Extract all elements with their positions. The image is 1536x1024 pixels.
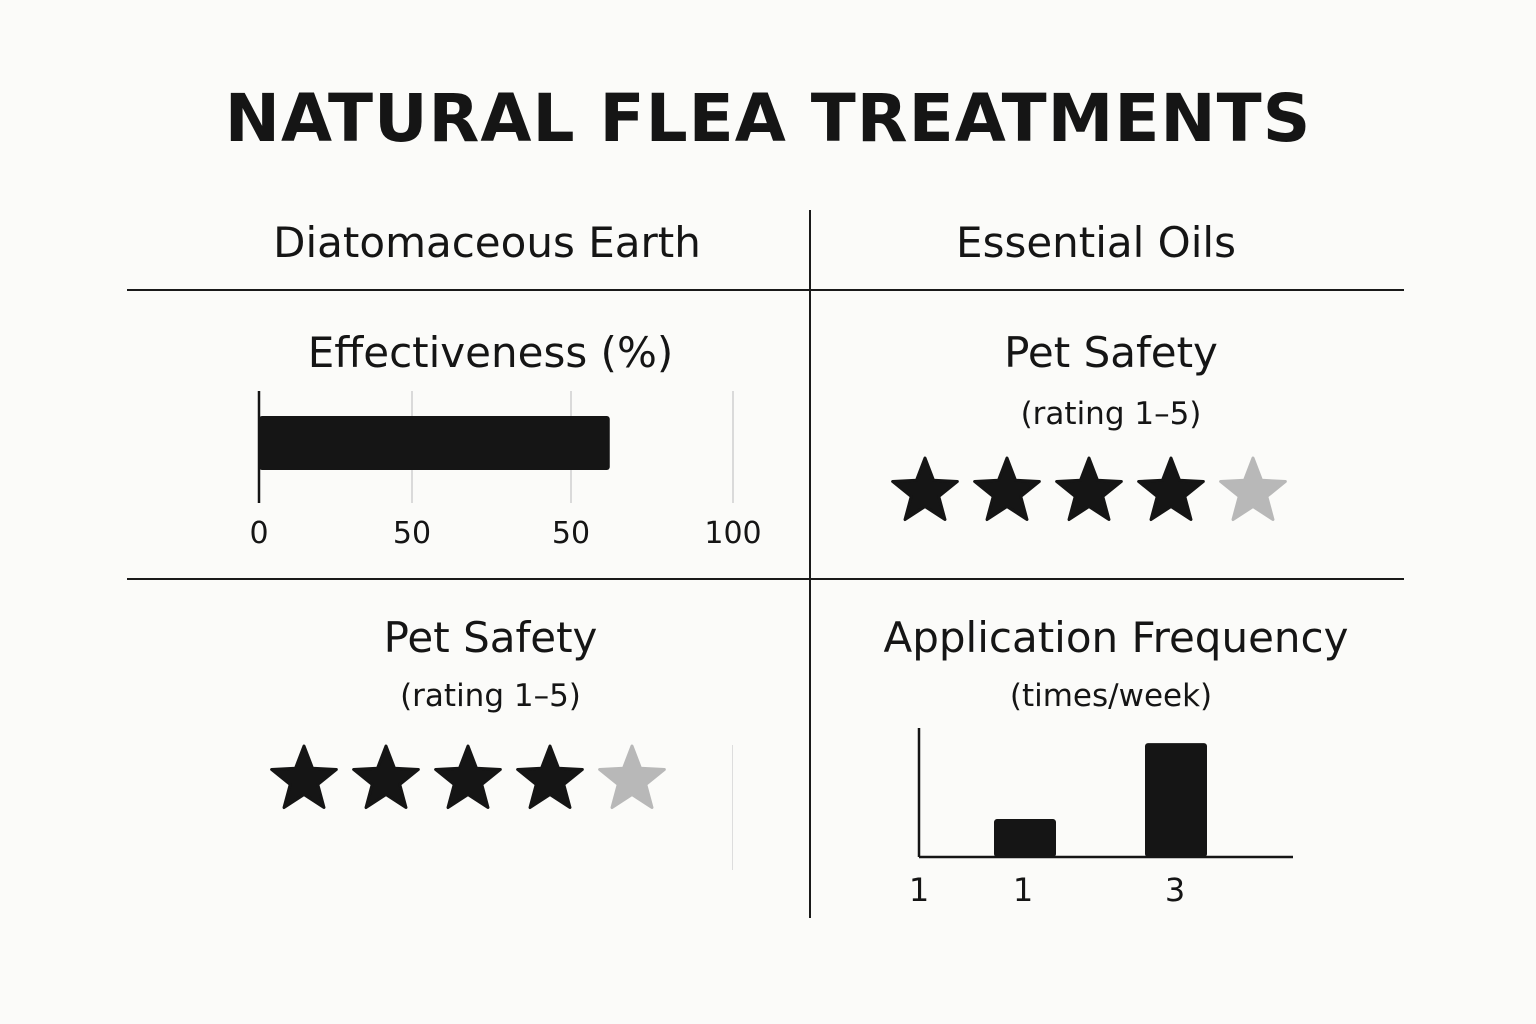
eo-safety-title: Pet Safety [1004,328,1218,377]
de-safety-star-3-icon [434,744,502,810]
x-tick-label-1: 1 [1013,871,1033,909]
header-divider [127,289,1404,291]
eo-safety-subtitle: (rating 1–5) [1020,396,1202,432]
eo-safety-star-5-icon [1219,456,1287,522]
column-header-diatomaceous-earth: Diatomaceous Earth [273,218,701,267]
faint-gridline [732,745,733,870]
column-divider [809,210,811,918]
x-tick-label-1: 50 [393,516,431,551]
de-safety-title: Pet Safety [383,613,598,662]
de-safety-subtitle: (rating 1–5) [400,678,581,714]
frequency-subtitle: (times/week) [1009,678,1213,714]
x-tick-label-0: 1 [909,871,929,909]
eo-safety-rating [891,456,1287,522]
row-divider [127,578,1404,580]
de-safety-star-2-icon [352,744,420,810]
de-safety-star-4-icon [516,744,584,810]
x-tick-label-0: 0 [249,516,268,551]
effectiveness-bar [259,416,610,470]
frequency-bar-1 [994,819,1056,857]
frequency-bar-2 [1145,743,1207,857]
frequency-chart: 1 1 3 [909,728,1293,909]
effectiveness-title: Effectiveness (%) [307,328,674,377]
x-tick-label-2: 3 [1165,871,1185,909]
effectiveness-chart: 0 50 50 100 [249,391,762,551]
de-safety-star-1-icon [270,744,338,810]
page-title: NATURAL FLEA TREATMENTS [224,80,1312,157]
eo-safety-star-2-icon [973,456,1041,522]
frequency-title: Application Frequency [883,613,1349,662]
de-safety-star-5-icon [598,744,666,810]
x-tick-label-3: 100 [704,516,761,551]
eo-safety-star-3-icon [1055,456,1123,522]
eo-safety-star-1-icon [891,456,959,522]
eo-safety-star-4-icon [1137,456,1205,522]
column-header-essential-oils: Essential Oils [956,218,1236,267]
x-tick-label-2: 50 [552,516,590,551]
de-safety-rating [270,744,666,810]
